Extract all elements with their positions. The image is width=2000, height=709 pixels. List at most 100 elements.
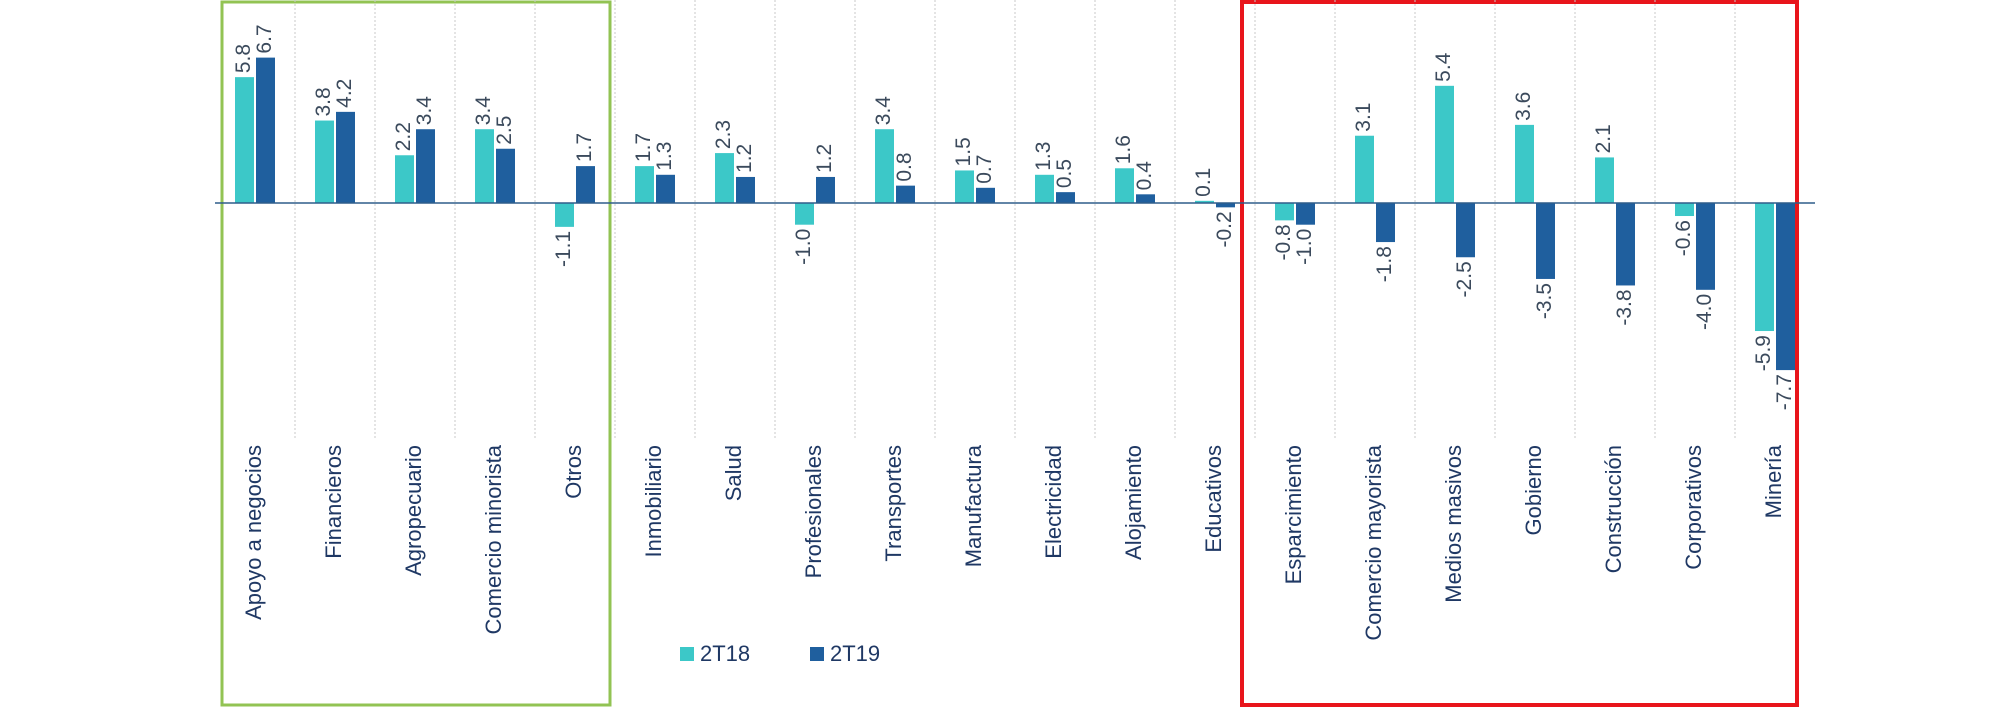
bar — [555, 203, 574, 227]
value-label: 1.5 — [952, 137, 975, 166]
bar — [1275, 203, 1294, 221]
bar — [576, 166, 595, 203]
x-tick-label: Gobierno — [1521, 445, 1546, 536]
bar — [816, 176, 835, 203]
x-tick-label: Electricidad — [1041, 445, 1066, 559]
bar — [976, 187, 995, 203]
value-label: 1.3 — [653, 142, 676, 171]
bar — [336, 111, 355, 203]
x-tick-label: Medios masivos — [1441, 445, 1466, 603]
bar — [1616, 203, 1635, 286]
bar — [896, 185, 915, 203]
bar — [315, 120, 334, 203]
value-label: 5.8 — [232, 44, 255, 73]
bar — [1435, 85, 1454, 203]
value-label: -0.6 — [1672, 220, 1695, 256]
bar — [715, 153, 734, 203]
highlight-box-green — [220, 0, 612, 707]
x-tick-label: Transportes — [881, 445, 906, 562]
value-label: 2.1 — [1592, 124, 1615, 153]
bar — [395, 155, 414, 203]
bar — [235, 77, 254, 203]
value-label: 1.2 — [733, 144, 756, 173]
bar — [1776, 203, 1795, 371]
x-tick-label: Construcción — [1601, 445, 1626, 573]
value-label: 3.1 — [1352, 103, 1375, 132]
value-label: -4.0 — [1693, 294, 1716, 330]
bar — [1376, 203, 1395, 243]
value-label: 1.2 — [813, 144, 836, 173]
bar — [875, 129, 894, 203]
value-label: 3.4 — [872, 96, 895, 126]
x-tick-label: Inmobiliario — [641, 445, 666, 558]
x-tick-label: Esparcimiento — [1281, 445, 1306, 584]
x-tick-label: Educativos — [1201, 445, 1226, 553]
bar — [1115, 168, 1134, 203]
bar — [1595, 157, 1614, 203]
x-tick-label: Otros — [561, 445, 586, 499]
value-label: -1.0 — [792, 229, 815, 265]
bar — [496, 148, 515, 203]
value-label: -3.5 — [1533, 283, 1556, 319]
value-label: 1.7 — [632, 133, 655, 162]
value-label: 2.2 — [392, 122, 415, 151]
bar — [1136, 194, 1155, 203]
value-label: 0.1 — [1192, 168, 1215, 197]
value-label: 0.8 — [893, 152, 916, 181]
x-tick-label: Manufactura — [961, 444, 986, 567]
bar — [1195, 200, 1214, 203]
value-label: 0.4 — [1133, 161, 1156, 191]
bar — [1216, 203, 1235, 208]
x-tick-label: Minería — [1761, 444, 1786, 518]
value-label: -1.1 — [552, 231, 575, 267]
bar — [475, 129, 494, 203]
bar — [1056, 192, 1075, 203]
bar — [1456, 203, 1475, 258]
value-label: 2.3 — [712, 120, 735, 149]
x-tick-label: Corporativos — [1681, 445, 1706, 570]
value-label: 3.4 — [472, 96, 495, 126]
bar — [955, 170, 974, 203]
bar — [1296, 203, 1315, 225]
highlight-box-red — [1240, 0, 1799, 707]
value-label: -1.8 — [1373, 246, 1396, 282]
x-tick-label: Alojamiento — [1121, 445, 1146, 560]
bar — [656, 174, 675, 203]
value-label: -5.9 — [1752, 335, 1775, 371]
legend-swatch — [810, 647, 824, 661]
value-label: -0.8 — [1272, 224, 1295, 260]
value-label: 5.4 — [1432, 52, 1455, 82]
legend-label: 2T19 — [830, 641, 880, 666]
legend-label: 2T18 — [700, 641, 750, 666]
value-label: 0.5 — [1053, 159, 1076, 188]
value-label: 3.6 — [1512, 92, 1535, 121]
bar — [1515, 124, 1534, 203]
value-label: -3.8 — [1613, 289, 1636, 325]
value-label: 0.7 — [973, 155, 996, 184]
bar — [736, 176, 755, 203]
bar — [1536, 203, 1555, 279]
value-label: 3.4 — [413, 96, 436, 126]
value-label: -2.5 — [1453, 261, 1476, 297]
value-label: 1.7 — [573, 133, 596, 162]
bar — [1035, 174, 1054, 203]
bar — [1355, 135, 1374, 203]
x-tick-label: Apoyo a negocios — [241, 445, 266, 620]
value-label: 1.6 — [1112, 135, 1135, 164]
bar — [1755, 203, 1774, 332]
x-tick-label: Comercio mayorista — [1361, 444, 1386, 640]
bar — [635, 166, 654, 203]
value-label: 6.7 — [253, 24, 276, 53]
legend-swatch — [680, 647, 694, 661]
value-label: 1.3 — [1032, 142, 1055, 171]
bar — [795, 203, 814, 225]
value-label: -0.2 — [1213, 211, 1236, 247]
value-label: -1.0 — [1293, 229, 1316, 265]
bar — [1696, 203, 1715, 290]
x-tick-label: Financieros — [321, 445, 346, 559]
bar — [1675, 203, 1694, 217]
x-tick-label: Agropecuario — [401, 445, 426, 576]
x-tick-label: Comercio minorista — [481, 444, 506, 634]
value-label: 2.5 — [493, 116, 516, 145]
